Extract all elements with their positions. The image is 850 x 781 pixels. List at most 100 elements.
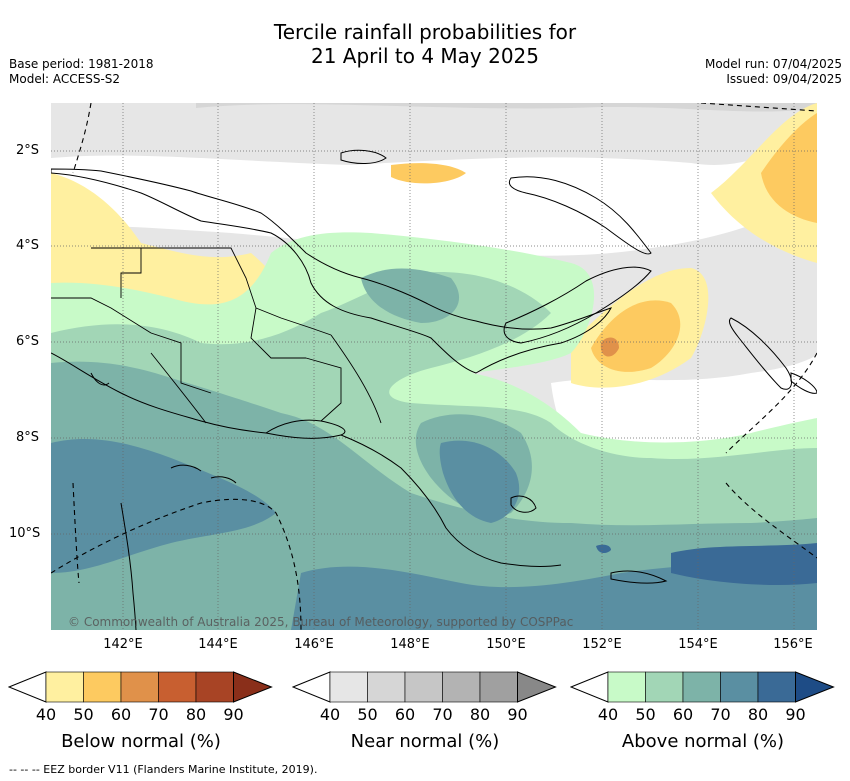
lat-label-6s: 6°S	[16, 334, 40, 349]
lat-label-10s: 10°S	[9, 526, 41, 541]
colorbar-segment	[329, 671, 368, 703]
torres-islands	[170, 464, 237, 484]
above-normal-80-spot	[596, 544, 611, 554]
lon-label-150e: 150°E	[486, 637, 526, 652]
west-islands	[90, 372, 110, 386]
lon-label-144e: 144°E	[198, 637, 238, 652]
colorbar-low-arrow	[570, 671, 609, 703]
eez-footnote: -- -- -- EEZ border V11 (Flanders Marine…	[9, 763, 318, 776]
eez-borders	[51, 103, 817, 630]
colorbar-tick-label: 90	[223, 705, 244, 724]
above-normal-80-west	[51, 438, 276, 573]
colorbar-tick-label: 40	[597, 705, 619, 724]
colorbar-segment	[367, 671, 406, 703]
lon-label-148e: 148°E	[390, 637, 430, 652]
colorbar-tick-label: 50	[357, 705, 378, 724]
colorbar-segment	[158, 671, 197, 703]
colorbar-segment	[120, 671, 159, 703]
colorbar-segment	[45, 671, 84, 703]
above-normal-80-center	[439, 440, 520, 523]
colorbar-high-arrow	[233, 671, 273, 703]
manus-island	[340, 149, 387, 164]
colorbar-segment	[757, 671, 796, 703]
below-normal-title: Below normal (%)	[61, 731, 221, 752]
near-normal-colorbar	[292, 671, 557, 703]
colorbar-segment	[645, 671, 684, 703]
colorbar-tick-label: 50	[73, 705, 94, 724]
new-britain	[503, 266, 652, 344]
probability-map: © Commonwealth of Australia 2025, Bureau…	[51, 103, 817, 630]
near-normal-title: Near normal (%)	[350, 731, 500, 752]
colorbar-high-arrow	[517, 671, 557, 703]
papua-south-coast	[51, 352, 562, 567]
lon-label-146e: 146°E	[294, 637, 334, 652]
below-normal-60-northeast	[761, 113, 817, 223]
map-title-line1: Tercile rainfall probabilities for	[273, 20, 577, 44]
colorbar-segment	[607, 671, 646, 703]
colorbar-low-arrow	[292, 671, 331, 703]
colorbar-tick-label: 80	[185, 705, 207, 724]
lat-label-8s: 8°S	[16, 430, 40, 445]
colorbar-segment	[83, 671, 122, 703]
eez-south-east	[725, 482, 817, 559]
above-normal-70	[51, 361, 817, 630]
colorbar-tick-label: 80	[469, 705, 491, 724]
province-borders	[51, 247, 382, 424]
model-run: Model run: 07/04/2025	[704, 57, 842, 71]
new-guinea-coast	[51, 168, 612, 374]
base-period: Base period: 1981-2018	[9, 57, 154, 71]
above-normal-80-southeast	[671, 543, 817, 585]
eez-west	[72, 103, 92, 174]
white-band	[51, 123, 817, 256]
colorbar-tick-label: 80	[747, 705, 769, 724]
colorbar-segment	[479, 671, 518, 703]
colorbar-tick-label: 60	[110, 705, 132, 724]
copyright-notice: © Commonwealth of Australia 2025, Bureau…	[68, 615, 573, 629]
lat-label-2s: 2°S	[16, 143, 40, 158]
gridlines	[51, 103, 817, 630]
colorbar-tick-label: 70	[710, 705, 731, 724]
eez-south-west	[51, 498, 302, 630]
colorbar-segment	[442, 671, 481, 703]
colorbar-segment	[682, 671, 721, 703]
above-normal-title: Above normal (%)	[621, 731, 785, 752]
issued-date: Issued: 09/04/2025	[726, 72, 842, 86]
colorbar-tick-label: 60	[672, 705, 694, 724]
colorbar-low-arrow	[8, 671, 47, 703]
below-normal-70-east	[600, 337, 619, 357]
eez-east	[725, 352, 817, 454]
colorbar-tick-label: 70	[432, 705, 453, 724]
map-title: Tercile rainfall probabilities for 21 Ap…	[0, 20, 850, 68]
fergusson-island	[510, 495, 537, 513]
lon-label-152e: 152°E	[582, 637, 622, 652]
new-ireland	[508, 176, 652, 255]
colorbar-tick-label: 70	[148, 705, 169, 724]
lon-label-142e: 142°E	[103, 637, 143, 652]
colorbar-segment	[195, 671, 234, 703]
lon-label-154e: 154°E	[678, 637, 718, 652]
eez-west-south	[72, 482, 80, 584]
map-title-line2: 21 April to 4 May 2025	[311, 44, 539, 68]
lon-label-156e: 156°E	[773, 637, 813, 652]
run-issue-info: Model run: 07/04/2025 Issued: 09/04/2025	[705, 57, 842, 87]
cape-york	[120, 502, 137, 630]
colorbar-tick-label: 40	[319, 705, 341, 724]
colorbar-high-arrow	[795, 671, 835, 703]
colorbar-tick-label: 40	[35, 705, 57, 724]
eez-north-east	[700, 103, 817, 112]
base-model-info: Base period: 1981-2018 Model: ACCESS-S2	[9, 57, 154, 87]
colorbar-tick-label: 50	[635, 705, 656, 724]
colorbar-tick-label: 90	[507, 705, 528, 724]
bougainville	[728, 317, 792, 390]
colorbar-tick-label: 90	[785, 705, 806, 724]
near-normal-60-north	[196, 103, 817, 112]
colorbar-tick-label: 60	[394, 705, 416, 724]
lat-label-4s: 4°S	[16, 238, 40, 253]
colorbar-segment	[404, 671, 443, 703]
louisiade	[610, 570, 668, 584]
colorbar-segment	[720, 671, 759, 703]
below-normal-colorbar	[8, 671, 273, 703]
model-name: Model: ACCESS-S2	[9, 72, 121, 86]
above-normal-colorbar	[570, 671, 835, 703]
coastlines	[51, 149, 817, 630]
